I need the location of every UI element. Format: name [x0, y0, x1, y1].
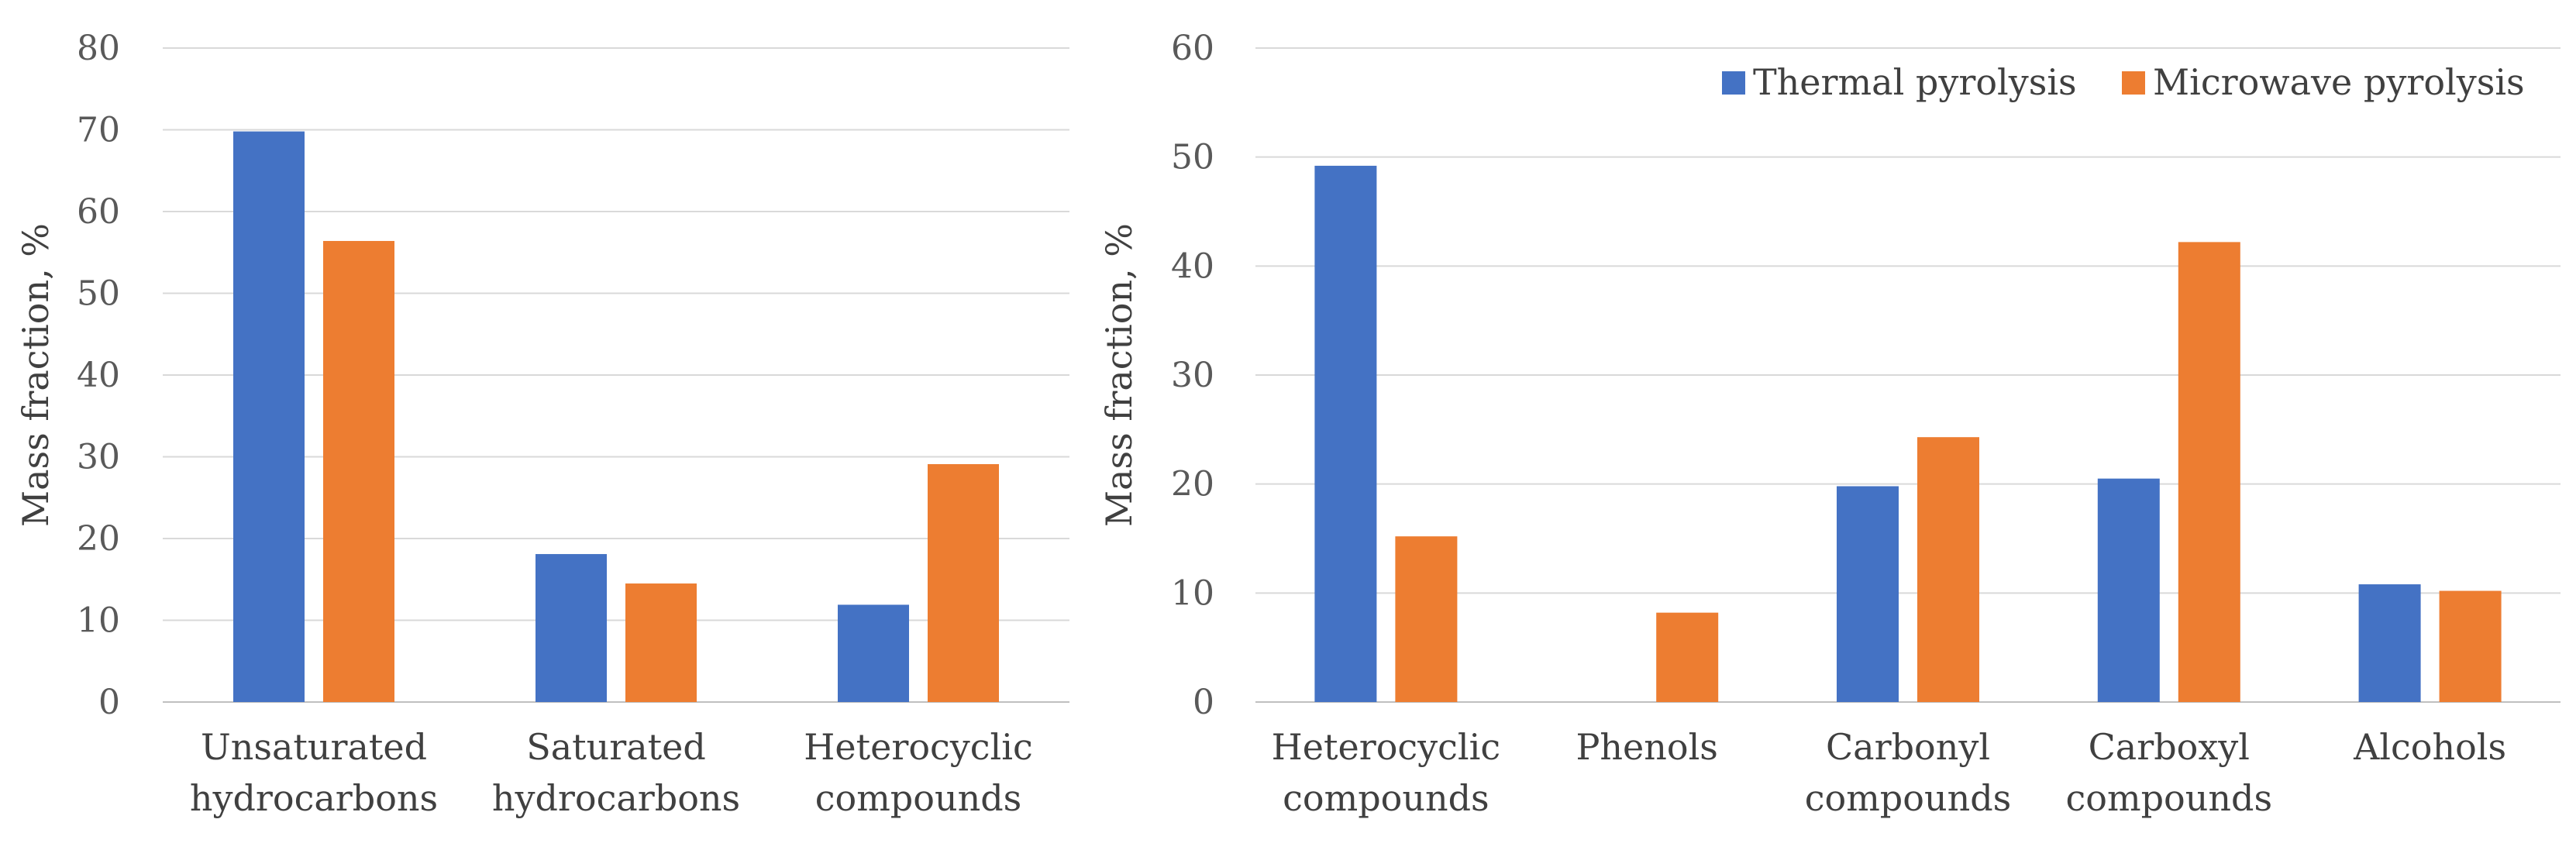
legend-thermal: Thermal pyrolysis — [1722, 61, 2077, 103]
legend-label: Microwave pyrolysis — [2153, 61, 2525, 103]
y-tick-label: 50 — [77, 274, 120, 314]
bar-microwave-pyrolysis — [1395, 536, 1458, 702]
x-category-label: Saturated — [526, 726, 706, 768]
legend-swatch — [1722, 71, 1745, 95]
y-tick-label: 40 — [77, 356, 120, 395]
x-category-label: Phenols — [1576, 726, 1717, 768]
bar-microwave-pyrolysis — [2439, 590, 2502, 702]
y-tick-label: 30 — [77, 438, 120, 477]
bar-microwave-pyrolysis — [1656, 612, 1719, 702]
x-category-label: compounds — [815, 777, 1022, 819]
bar-thermal-pyrolysis — [1837, 486, 1899, 702]
bar-thermal-pyrolysis — [233, 131, 305, 703]
legend-swatch — [2122, 71, 2145, 95]
x-category-label: hydrocarbons — [492, 777, 740, 819]
x-category-label: compounds — [1283, 777, 1489, 819]
y-tick-label: 70 — [77, 111, 120, 150]
y-tick-label: 0 — [98, 683, 120, 722]
x-category-label: compounds — [2066, 777, 2273, 819]
x-category-label: Carboxyl — [2089, 726, 2250, 768]
y-tick-label: 40 — [1171, 246, 1214, 286]
bar-thermal-pyrolysis — [2358, 584, 2421, 702]
x-category-label: Alcohols — [2353, 726, 2506, 768]
y-tick-label: 60 — [1171, 29, 1214, 68]
bar-microwave-pyrolysis — [1917, 437, 1979, 702]
bar-thermal-pyrolysis — [2097, 478, 2160, 702]
x-category-label: Unsaturated — [201, 726, 427, 768]
x-category-label: Heterocyclic — [1272, 726, 1500, 768]
legend-label: Thermal pyrolysis — [1753, 61, 2077, 103]
bar-microwave-pyrolysis — [323, 240, 394, 703]
bar-thermal-pyrolysis — [536, 554, 607, 702]
x-category-label: Carbonyl — [1826, 726, 1990, 768]
y-axis-label: Mass fraction, % — [15, 223, 57, 527]
y-tick-label: 10 — [1171, 573, 1214, 613]
bar-microwave-pyrolysis — [625, 583, 697, 702]
bar-thermal-pyrolysis — [1314, 165, 1377, 703]
bar-microwave-pyrolysis — [2178, 242, 2240, 702]
right-chart: 0 10 20 30 40 50 60 Mass fraction, % Heterocycli… — [1098, 29, 2561, 819]
legend-microwave: Microwave pyrolysis — [2122, 61, 2525, 103]
bar-thermal-pyrolysis — [838, 604, 909, 702]
y-tick-label: 80 — [77, 29, 120, 68]
y-tick-label: 60 — [77, 192, 120, 232]
left-chart: 0 10 20 30 40 50 60 70 80 Mass fraction, % Unsatur… — [15, 29, 1069, 819]
y-tick-label: 20 — [1171, 465, 1214, 504]
y-axis-label: Mass fraction, % — [1098, 223, 1140, 527]
y-tick-label: 0 — [1193, 683, 1214, 722]
y-tick-label: 50 — [1171, 138, 1214, 177]
y-tick-label: 20 — [77, 519, 120, 559]
x-category-label: Heterocyclic — [804, 726, 1032, 768]
x-category-label: hydrocarbons — [190, 777, 438, 819]
y-tick-label: 10 — [77, 601, 120, 641]
bar-microwave-pyrolysis — [928, 463, 999, 702]
x-category-label: compounds — [1805, 777, 2012, 819]
y-tick-label: 30 — [1171, 356, 1214, 395]
